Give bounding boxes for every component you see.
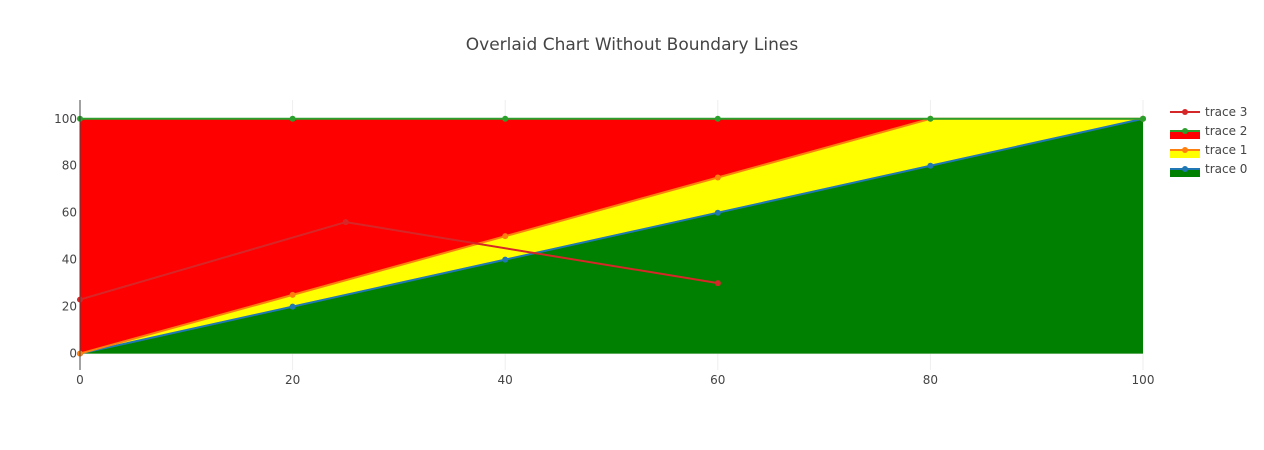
legend-swatch <box>1170 131 1200 139</box>
legend-marker <box>1182 147 1188 153</box>
legend-swatch <box>1170 150 1200 158</box>
data-point-trace-3 <box>342 219 349 226</box>
data-point-trace-2 <box>502 115 509 122</box>
legend-marker <box>1182 109 1188 115</box>
data-point-trace-2 <box>714 115 721 122</box>
legend-item-trace-1[interactable]: trace 1 <box>1170 143 1247 158</box>
data-point-trace-0 <box>714 209 721 216</box>
y-tick-label: 60 <box>62 206 77 220</box>
chart-title: Overlaid Chart Without Boundary Lines <box>466 35 799 55</box>
legend-marker <box>1182 166 1188 172</box>
data-point-trace-0 <box>289 303 296 310</box>
data-point-trace-2 <box>289 115 296 122</box>
y-tick-label: 40 <box>62 253 77 267</box>
data-point-trace-1 <box>502 233 509 240</box>
data-point-trace-0 <box>502 256 509 263</box>
y-tick-label: 80 <box>62 159 77 173</box>
legend-item-trace-0[interactable]: trace 0 <box>1170 162 1247 177</box>
x-tick-label: 0 <box>76 373 84 387</box>
x-tick-label: 100 <box>1132 373 1155 387</box>
x-tick-label: 60 <box>710 373 725 387</box>
y-tick-label: 100 <box>54 112 77 126</box>
legend-swatch <box>1170 169 1200 177</box>
data-point-trace-3 <box>714 280 721 287</box>
legend-label: trace 2 <box>1205 124 1247 138</box>
area-fill-trace-2 <box>80 118 1143 354</box>
legend-label: trace 1 <box>1205 143 1247 157</box>
series-line-trace-0 <box>79 117 1144 355</box>
x-tick-label: 40 <box>498 373 513 387</box>
legend-marker <box>1182 128 1188 134</box>
y-tick-label: 0 <box>69 347 77 361</box>
data-point-trace-2 <box>927 115 934 122</box>
legend-label: trace 3 <box>1205 105 1247 119</box>
data-point-trace-0 <box>927 162 934 169</box>
data-point-trace-2 <box>1140 115 1146 122</box>
legend-item-trace-2[interactable]: trace 2 <box>1170 124 1247 139</box>
x-tick-label: 80 <box>923 373 938 387</box>
y-tick-label: 20 <box>62 300 77 314</box>
data-point-trace-1 <box>714 174 721 181</box>
data-point-trace-1 <box>289 291 296 298</box>
legend-label: trace 0 <box>1205 162 1247 176</box>
x-tick-label: 20 <box>285 373 300 387</box>
legend-item-trace-3[interactable]: trace 3 <box>1170 105 1247 119</box>
